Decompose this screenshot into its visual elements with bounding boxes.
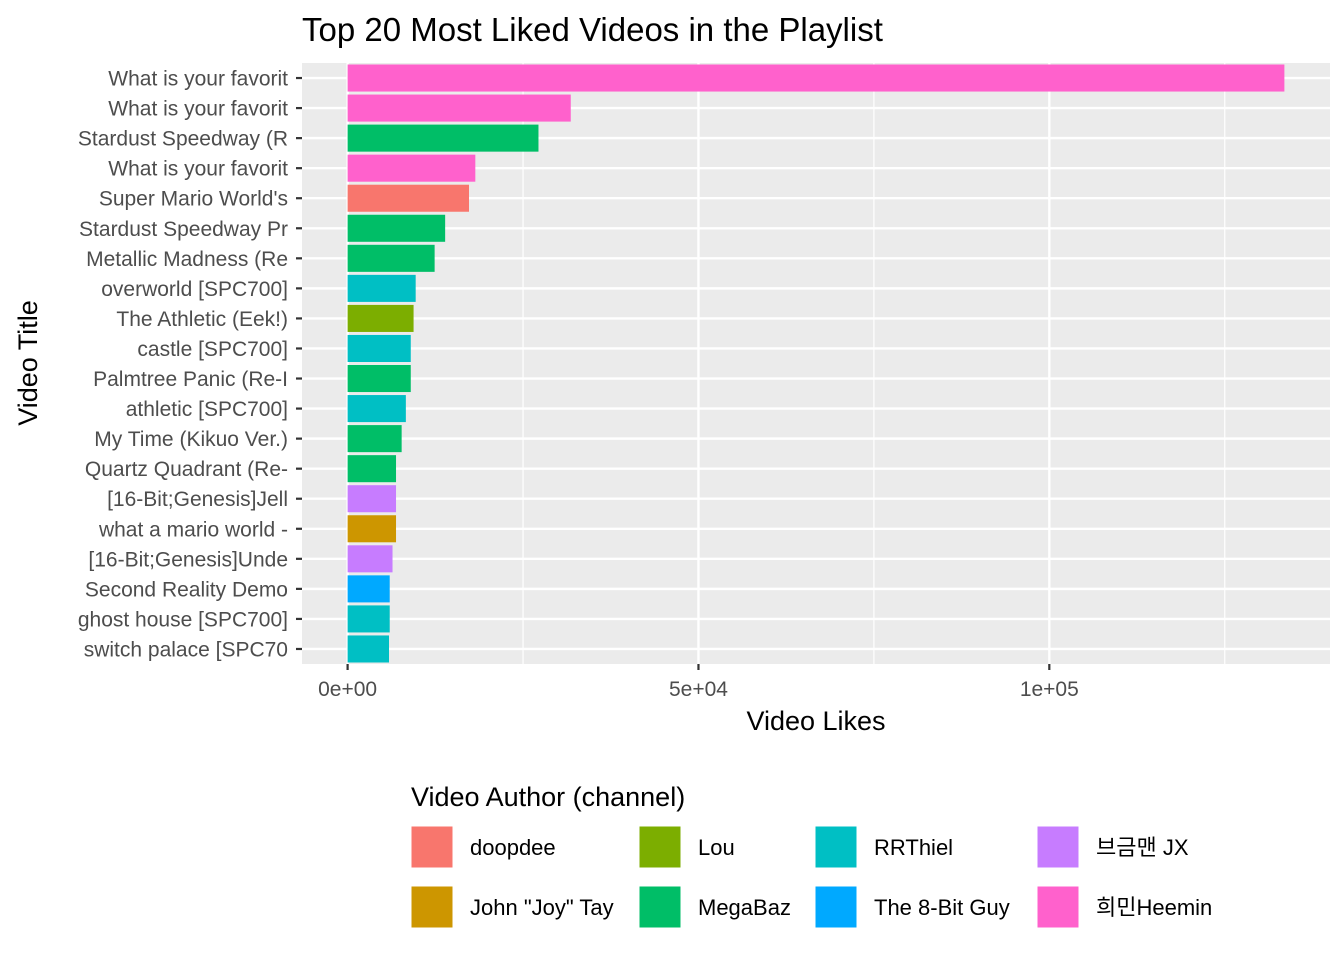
legend-swatch [814,825,858,869]
legend-label: 희민Heemin [1096,895,1212,920]
bar [347,244,435,272]
bar [347,214,446,242]
y-tick-label: Quartz Quadrant (Re- [85,458,288,481]
bar [347,635,390,663]
legend: Video Author (channel) doopdee John "Joy"… [410,782,1212,929]
legend-label: MegaBaz [698,895,791,920]
y-tick-label: overworld [SPC700] [101,278,288,301]
legend-label: RRThiel [874,835,953,860]
y-tick-label: ghost house [SPC700] [78,608,288,631]
bar [347,154,476,182]
y-axis: What is your favorit What is your favorit… [78,68,302,661]
y-tick-label: castle [SPC700] [137,338,288,361]
bar [347,605,390,633]
bar [347,124,539,152]
bars [347,64,1285,663]
bar [347,94,571,122]
bar [347,455,397,483]
minor-gridlines [522,63,1226,664]
y-tick-label: My Time (Kikuo Ver.) [94,428,288,451]
legend-swatch [814,885,858,929]
y-tick-label: Super Mario World's [99,188,288,211]
y-tick-label: [16-Bit;Genesis]Unde [88,548,288,571]
chart-title: Top 20 Most Liked Videos in the Playlist [302,11,883,48]
y-tick-label: What is your favorit [108,68,288,91]
legend-swatch [1036,885,1080,929]
legend-label: Lou [698,835,735,860]
legend-swatch [638,885,682,929]
legend-title: Video Author (channel) [411,782,685,812]
bar [347,575,390,603]
bar [347,485,397,513]
x-tick-label: 0e+00 [318,678,377,701]
bar [347,184,470,212]
x-tick-label: 1e+05 [1020,678,1079,701]
legend-swatch [410,825,454,869]
plot-panel [302,63,1330,664]
legend-label: doopdee [470,835,556,860]
bar [347,515,397,543]
bar [347,395,406,423]
y-tick-label: Stardust Speedway Pr [79,218,288,241]
x-axis: 0e+00 5e+04 1e+05 [318,664,1079,701]
bar [347,365,411,393]
y-tick-label: What is your favorit [108,158,288,181]
y-tick-label: Stardust Speedway (R [78,128,288,151]
legend-label: The 8-Bit Guy [874,895,1010,920]
y-tick-label: What is your favorit [108,98,288,121]
y-tick-label: [16-Bit;Genesis]Jell [107,488,288,511]
bar [347,304,414,332]
bar [347,274,416,302]
legend-label: John "Joy" Tay [470,895,614,920]
y-tick-label: The Athletic (Eek!) [116,308,288,331]
bar [347,64,1285,92]
x-axis-title: Video Likes [746,706,885,736]
bar [347,545,393,573]
x-tick-label: 5e+04 [669,678,728,701]
y-tick-label: Metallic Madness (Re [86,248,288,271]
y-tick-label: athletic [SPC700] [126,398,288,421]
y-tick-label: what a mario world - [98,518,288,541]
y-tick-label: switch palace [SPC70 [84,638,288,661]
y-tick-label: Second Reality Demo [85,578,288,601]
y-tick-label: Palmtree Panic (Re-I [93,368,288,391]
legend-swatch [638,825,682,869]
legend-label: 브금맨 JX [1096,835,1189,860]
major-gridlines [302,63,1330,664]
y-axis-title: Video Title [13,300,43,426]
legend-swatch [410,885,454,929]
bar [347,334,411,362]
bar [347,425,402,453]
legend-swatch [1036,825,1080,869]
